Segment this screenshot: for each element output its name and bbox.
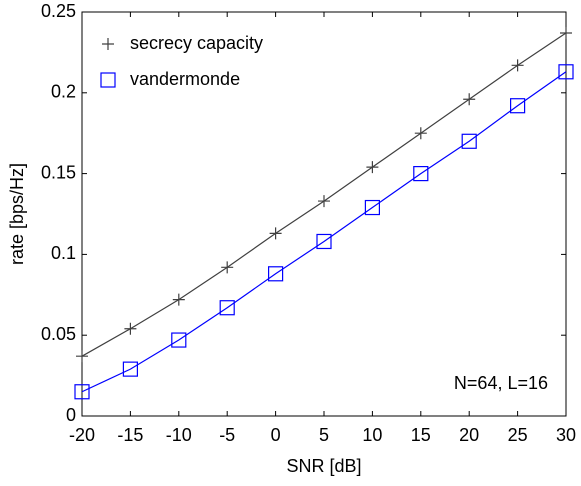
x-tick-label: 30 xyxy=(556,425,576,445)
x-tick-label: 5 xyxy=(319,425,329,445)
legend-marker xyxy=(102,38,114,50)
x-tick-label: 20 xyxy=(459,425,479,445)
x-tick-label: 25 xyxy=(508,425,528,445)
marker xyxy=(171,332,187,348)
marker xyxy=(560,27,572,40)
series-line xyxy=(81,71,567,393)
marker xyxy=(172,293,185,306)
y-axis-label: rate [bps/Hz] xyxy=(7,163,27,265)
y-tick-label: 0.15 xyxy=(41,162,76,182)
marker xyxy=(74,384,90,400)
x-tick-label: -5 xyxy=(219,425,235,445)
marker xyxy=(413,166,429,182)
marker xyxy=(221,261,234,274)
annotation: N=64, L=16 xyxy=(454,373,548,393)
y-tick-label: 0 xyxy=(66,405,76,425)
y-tick-label: 0.2 xyxy=(51,82,76,102)
marker xyxy=(219,300,235,316)
x-tick-label: 10 xyxy=(362,425,382,445)
x-tick-label: 0 xyxy=(271,425,281,445)
marker xyxy=(364,199,380,216)
marker xyxy=(122,361,139,377)
legend-label: vandermonde xyxy=(130,69,240,89)
marker xyxy=(366,161,379,174)
x-tick-label: 15 xyxy=(411,425,431,445)
x-tick-label: -10 xyxy=(166,425,192,445)
marker xyxy=(269,227,282,240)
x-axis-label: SNR [dB] xyxy=(286,456,361,476)
legend-marker xyxy=(100,72,116,88)
x-tick-label: -20 xyxy=(69,425,95,445)
marker xyxy=(268,266,284,282)
marker xyxy=(318,195,330,208)
y-tick-label: 0.25 xyxy=(41,1,76,21)
y-tick-label: 0.05 xyxy=(41,324,76,344)
marker xyxy=(558,64,574,80)
marker xyxy=(76,350,88,363)
legend-label: secrecy capacity xyxy=(130,33,263,53)
marker xyxy=(316,233,332,250)
marker xyxy=(414,127,427,140)
marker xyxy=(124,322,137,335)
y-tick-label: 0.1 xyxy=(51,243,76,263)
marker xyxy=(510,98,526,114)
x-tick-label: -15 xyxy=(117,425,143,445)
marker xyxy=(461,133,477,149)
marker xyxy=(511,59,524,72)
marker xyxy=(463,93,476,106)
